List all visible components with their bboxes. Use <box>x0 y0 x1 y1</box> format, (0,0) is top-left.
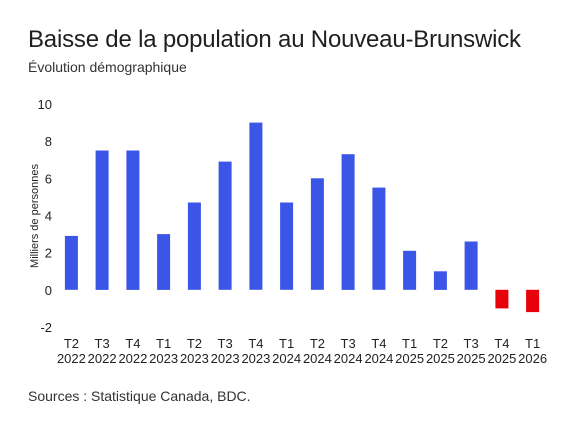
bar <box>433 271 447 290</box>
x-tick-label-year: 2026 <box>518 351 547 366</box>
x-tick-label-quarter: T4 <box>494 336 509 351</box>
x-tick-label-year: 2025 <box>426 351 455 366</box>
x-tick-label-quarter: T1 <box>279 336 294 351</box>
x-tick-label-year: 2025 <box>457 351 486 366</box>
x-tick-label-quarter: T1 <box>525 336 540 351</box>
bar <box>403 250 417 290</box>
x-tick-label-quarter: T1 <box>156 336 171 351</box>
x-tick-label-quarter: T3 <box>464 336 479 351</box>
bar <box>157 234 171 290</box>
bar <box>310 178 324 290</box>
y-axis-label: Milliers de personnes <box>29 164 41 268</box>
x-tick-label-year: 2022 <box>57 351 86 366</box>
x-tick-label-year: 2023 <box>241 351 270 366</box>
y-tick-label: 2 <box>45 246 52 261</box>
x-tick-label-quarter: T4 <box>125 336 140 351</box>
chart-title: Baisse de la population au Nouveau-Bruns… <box>28 26 521 53</box>
x-tick-label-quarter: T2 <box>310 336 325 351</box>
x-tick-label-year: 2024 <box>272 351 301 366</box>
y-tick-labels: -2 0 2 4 6 8 10 <box>38 97 52 335</box>
bar <box>218 161 232 290</box>
x-tick-label-year: 2025 <box>395 351 424 366</box>
x-tick-label-year: 2023 <box>211 351 240 366</box>
y-tick-label: 8 <box>45 134 52 149</box>
y-axis-title: Milliers de personnes <box>29 164 41 268</box>
bar <box>280 202 294 290</box>
x-tick-labels: T22022T32022T42022T12023T22023T32023T420… <box>57 336 547 366</box>
x-tick-label-year: 2022 <box>88 351 117 366</box>
x-tick-label-year: 2023 <box>180 351 209 366</box>
bars <box>64 122 540 313</box>
x-tick-label-quarter: T1 <box>402 336 417 351</box>
bar <box>341 154 355 290</box>
x-tick-label-year: 2022 <box>118 351 147 366</box>
x-tick-label-year: 2024 <box>334 351 363 366</box>
y-tick-label: 10 <box>38 97 52 112</box>
x-tick-label-quarter: T2 <box>433 336 448 351</box>
y-tick-label: -2 <box>40 320 52 335</box>
bar <box>495 289 509 309</box>
x-tick-label-quarter: T2 <box>187 336 202 351</box>
y-tick-label: 6 <box>45 171 52 186</box>
bar <box>95 150 109 290</box>
x-tick-label-quarter: T2 <box>64 336 79 351</box>
x-tick-label-year: 2023 <box>149 351 178 366</box>
x-tick-label-quarter: T4 <box>371 336 386 351</box>
bar <box>372 187 386 290</box>
x-tick-label-quarter: T3 <box>218 336 233 351</box>
x-tick-label-quarter: T4 <box>248 336 263 351</box>
x-tick-label-year: 2024 <box>364 351 393 366</box>
bar <box>64 235 78 290</box>
x-tick-label-year: 2024 <box>303 351 332 366</box>
chart-source: Sources : Statistique Canada, BDC. <box>28 388 251 404</box>
y-tick-label: 4 <box>45 209 52 224</box>
x-tick-label-quarter: T3 <box>341 336 356 351</box>
y-tick-label: 0 <box>45 283 52 298</box>
bar <box>526 289 540 313</box>
chart-subtitle: Évolution démographique <box>28 59 187 75</box>
bar <box>464 241 478 290</box>
bar <box>249 122 263 290</box>
x-tick-label-year: 2025 <box>487 351 516 366</box>
bar <box>187 202 201 290</box>
x-tick-label-quarter: T3 <box>95 336 110 351</box>
bar <box>126 150 140 290</box>
